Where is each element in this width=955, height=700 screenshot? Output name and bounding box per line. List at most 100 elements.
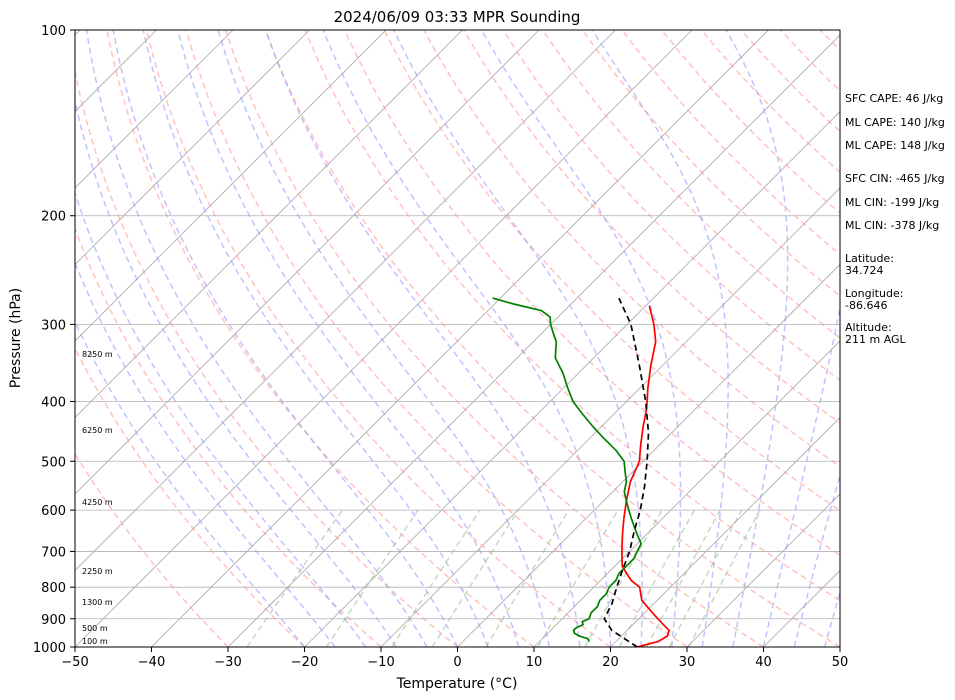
mixing-ratio-line — [584, 509, 663, 647]
isotherm-line — [75, 30, 387, 342]
mixing-ratio-line — [688, 509, 761, 647]
x-tick-label: 10 — [526, 655, 543, 670]
dry-adiabat — [75, 68, 458, 647]
annotations: SFC CAPE: 46 J/kg ML CAPE: 140 J/kg ML CAP… — [845, 92, 945, 346]
x-axis-label: Temperature (°C) — [396, 676, 518, 692]
sounding-series — [492, 297, 671, 647]
isotherm-line — [610, 416, 840, 647]
y-tick-label: 800 — [41, 581, 66, 596]
x-tick-label: 50 — [832, 655, 849, 670]
moist-adiabat — [823, 589, 840, 647]
x-tick-label: 40 — [755, 655, 772, 670]
y-tick-label: 200 — [41, 210, 66, 225]
moist-adiabat — [75, 260, 336, 647]
x-tick-label: −40 — [138, 655, 165, 670]
moist-adiabat — [217, 30, 551, 647]
dry-adiabat — [264, 30, 840, 647]
annotation-text: SFC CAPE: 46 J/kg — [845, 92, 943, 105]
y-axis: 100 200 300 400 500 600 700 800 900 1000 — [33, 24, 75, 656]
annotation-text: ML CAPE: 140 J/kg — [845, 116, 945, 129]
annotation-text: 211 m AGL — [845, 333, 907, 346]
background-lines — [75, 30, 840, 647]
y-tick-label: 100 — [41, 24, 66, 39]
x-tick-label: −30 — [214, 655, 241, 670]
moist-adiabat — [591, 30, 729, 647]
annotation-text: Latitude: — [845, 252, 894, 265]
height-label: 100 m — [82, 637, 108, 646]
annotation-text: Altitude: — [845, 321, 892, 334]
isotherm-line — [380, 187, 840, 647]
moist-adiabat — [264, 30, 581, 647]
height-label: 4250 m — [82, 498, 113, 507]
y-tick-label: 400 — [41, 395, 66, 410]
isotherm-line — [533, 340, 840, 647]
annotation-text: SFC CIN: -465 J/kg — [845, 172, 945, 185]
annotation-text: ML CIN: -378 J/kg — [845, 219, 939, 232]
dry-adiabat — [185, 30, 688, 647]
parcel-line — [603, 297, 650, 647]
mixing-ratio-line — [668, 509, 743, 647]
y-tick-label: 700 — [41, 545, 66, 560]
height-labels: 8250 m 6250 m 4250 m 2250 m 1300 m 500 m 100 m — [82, 350, 113, 646]
moist-adiabat — [177, 30, 520, 647]
dry-adiabat — [304, 30, 840, 602]
isotherm-line — [75, 30, 540, 495]
annotation-text: Longitude: — [845, 287, 903, 300]
y-tick-label: 300 — [41, 318, 66, 333]
y-tick-label: 1000 — [33, 641, 66, 656]
height-label: 1300 m — [82, 598, 113, 607]
mixing-ratio-line — [618, 509, 696, 647]
dry-adiabat — [343, 30, 840, 557]
y-tick-label: 600 — [41, 504, 66, 519]
moist-adiabat — [322, 30, 612, 647]
x-tick-label: 30 — [679, 655, 696, 670]
isotherm-line — [75, 30, 616, 572]
x-tick-label: −20 — [291, 655, 318, 670]
y-tick-label: 500 — [41, 455, 66, 470]
isotherm-line — [151, 30, 769, 647]
y-axis-label: Pressure (hPa) — [8, 288, 24, 388]
x-tick-label: −50 — [61, 655, 88, 670]
temperature-line — [621, 305, 671, 647]
isotherm-line — [304, 110, 840, 647]
height-label: 8250 m — [82, 350, 113, 359]
pressure-gridlines — [75, 30, 840, 647]
mixing-ratio-line — [485, 509, 570, 647]
y-tick-label: 900 — [41, 613, 66, 628]
moist-adiabat — [85, 30, 428, 647]
dry-adiabat — [106, 30, 535, 647]
isotherm-line — [75, 30, 234, 189]
height-label: 2250 m — [82, 567, 113, 576]
moist-adiabat — [762, 303, 840, 647]
isotherm-line — [75, 30, 463, 419]
moist-adiabat — [793, 472, 840, 647]
dry-adiabat — [423, 30, 840, 468]
isotherm-line — [686, 493, 840, 647]
x-tick-label: 20 — [602, 655, 619, 670]
annotation-text: ML CAPE: 148 J/kg — [845, 139, 945, 152]
moist-adiabat — [75, 190, 367, 647]
annotation-text: ML CIN: -199 J/kg — [845, 196, 939, 209]
chart-title: 2024/06/09 03:33 MPR Sounding — [334, 8, 581, 26]
annotation-text: 34.724 — [845, 264, 884, 277]
mixing-ratio-line — [537, 509, 619, 647]
moist-adiabat — [393, 30, 643, 647]
dewpoint-line — [492, 297, 643, 642]
annotation-text: -86.646 — [845, 299, 887, 312]
dry-adiabat — [383, 30, 840, 512]
height-label: 500 m — [82, 624, 108, 633]
moist-adiabat — [112, 30, 459, 647]
x-tick-label: 0 — [453, 655, 461, 670]
dry-adiabat — [75, 346, 306, 647]
isotherm-line — [227, 34, 840, 647]
moist-adiabat — [75, 98, 397, 647]
moist-adiabat — [725, 30, 789, 647]
x-axis: −50 −40 −30 −20 −10 0 10 20 30 40 50 — [61, 647, 848, 670]
height-label: 6250 m — [82, 426, 113, 435]
moist-adiabat — [480, 30, 682, 647]
dry-adiabat — [145, 30, 611, 647]
isotherm-line — [75, 30, 310, 266]
isotherm-line — [75, 30, 693, 647]
x-tick-label: −10 — [367, 655, 394, 670]
